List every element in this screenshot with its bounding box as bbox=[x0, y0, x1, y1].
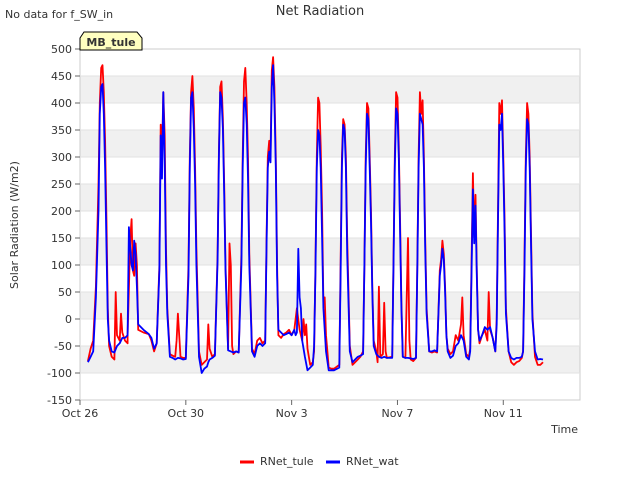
x-tick-label: Nov 11 bbox=[484, 407, 523, 420]
series-line-rnet-wat bbox=[87, 64, 544, 374]
y-tick-label: -50 bbox=[54, 340, 72, 353]
chart-title: Net Radiation bbox=[276, 4, 364, 19]
grid-band bbox=[80, 130, 580, 157]
grid-band bbox=[80, 292, 580, 319]
y-tick-label: 400 bbox=[51, 97, 72, 110]
y-tick-label: 500 bbox=[51, 43, 72, 56]
legend-label: RNet_tule bbox=[260, 455, 314, 468]
y-tick-label: 100 bbox=[51, 259, 72, 272]
no-data-note: No data for f_SW_in bbox=[5, 8, 113, 21]
y-tick-label: 350 bbox=[51, 124, 72, 137]
y-tick-label: 0 bbox=[65, 313, 72, 326]
y-tick-label: 50 bbox=[58, 286, 72, 299]
y-axis-label: Solar Radiation (W/m2) bbox=[8, 161, 21, 289]
legend-label: RNet_wat bbox=[346, 455, 399, 468]
x-axis-label: Time bbox=[550, 423, 578, 436]
site-badge-box bbox=[79, 31, 143, 51]
grid-band bbox=[80, 184, 580, 211]
y-tick-label: -150 bbox=[47, 394, 72, 407]
y-tick-label: 150 bbox=[51, 232, 72, 245]
x-tick-label: Oct 30 bbox=[168, 407, 205, 420]
grid-band bbox=[80, 238, 580, 265]
grid-band bbox=[80, 76, 580, 103]
series-layer bbox=[87, 56, 544, 374]
x-tick-label: Nov 3 bbox=[276, 407, 308, 420]
y-tick-label: -100 bbox=[47, 367, 72, 380]
y-tick-label: 200 bbox=[51, 205, 72, 218]
site-badge: MB_tule bbox=[79, 31, 143, 51]
site-badge-label: MB_tule bbox=[86, 36, 135, 49]
x-tick-label: Oct 26 bbox=[62, 407, 99, 420]
y-tick-label: 300 bbox=[51, 151, 72, 164]
legend: RNet_tule RNet_wat bbox=[240, 455, 399, 468]
y-tick-label: 250 bbox=[51, 178, 72, 191]
x-tick-label: Nov 7 bbox=[381, 407, 413, 420]
y-tick-label: 450 bbox=[51, 70, 72, 83]
x-axis: Oct 26 Oct 30 Nov 3 Nov 7 Nov 11 bbox=[62, 400, 523, 420]
y-axis: -150 -100 -50 0 50 100 150 200 250 300 350 400 450 50… bbox=[47, 43, 80, 407]
